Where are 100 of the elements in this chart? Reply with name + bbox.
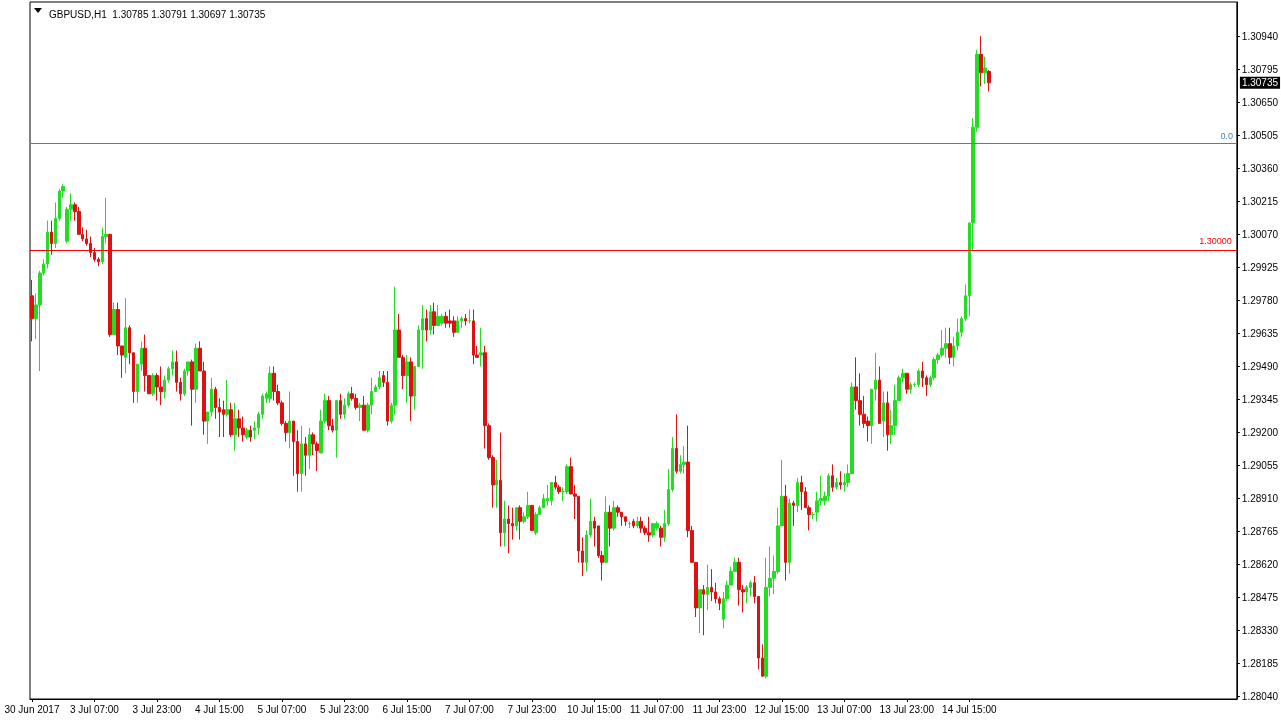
candlestick xyxy=(50,220,53,256)
candlestick xyxy=(456,315,459,333)
y-tick-label: 1.29345 xyxy=(1241,393,1279,405)
x-tick-label: 11 Jul 23:00 xyxy=(692,703,747,715)
candlestick xyxy=(472,309,475,365)
candlestick xyxy=(917,368,920,388)
y-tick-label: 1.30215 xyxy=(1241,195,1279,207)
candlestick xyxy=(151,372,155,397)
x-tick-label: 30 Jun 2017 xyxy=(4,703,60,715)
candlestick xyxy=(233,402,237,452)
candlestick xyxy=(624,516,627,527)
x-tick-label: 5 Jul 23:00 xyxy=(319,703,370,715)
x-tick-label: 7 Jul 07:00 xyxy=(444,703,495,715)
candlestick xyxy=(878,365,881,424)
x-tick-label: 14 Jul 15:00 xyxy=(942,703,997,715)
x-tick-label: 11 Jul 07:00 xyxy=(629,703,685,715)
candlestick xyxy=(698,589,702,634)
candlestick xyxy=(272,365,276,402)
candlestick xyxy=(503,500,506,547)
y-tick-label: 1.28185 xyxy=(1241,658,1279,670)
x-tick-label: 3 Jul 07:00 xyxy=(69,703,120,715)
candlestick xyxy=(839,470,842,490)
candlestick xyxy=(304,436,307,477)
candlestick xyxy=(675,413,678,474)
candlestick xyxy=(706,564,709,611)
candlestick xyxy=(651,523,655,538)
candlestick xyxy=(378,370,381,390)
candlestick xyxy=(784,484,787,582)
candlestick xyxy=(659,525,663,547)
x-tick-label: 13 Jul 23:00 xyxy=(879,703,935,715)
x-tick-label: 6 Jul 15:00 xyxy=(382,703,432,715)
candlestick xyxy=(886,391,889,452)
candlestick xyxy=(682,445,686,474)
candlestick xyxy=(421,304,424,370)
candlestick xyxy=(288,391,291,449)
y-tick-label: 1.28620 xyxy=(1241,559,1279,571)
y-tick-label: 1.29490 xyxy=(1241,360,1279,372)
candlestick xyxy=(194,343,198,404)
candlestick xyxy=(460,315,463,329)
y-tick-label: 1.29780 xyxy=(1241,294,1279,306)
candlestick xyxy=(495,459,498,509)
candlestick xyxy=(518,504,522,541)
candlestick xyxy=(444,311,448,329)
candlestick xyxy=(335,400,338,459)
candlestick xyxy=(245,427,249,440)
candlestick xyxy=(425,309,428,342)
candlestick xyxy=(905,372,909,395)
y-tick-label: 1.29635 xyxy=(1241,327,1279,339)
y-tick-label: 1.29200 xyxy=(1241,427,1279,438)
candlestick xyxy=(526,491,530,520)
candlestick xyxy=(405,354,409,404)
candlestick xyxy=(745,584,748,604)
candlestick xyxy=(436,304,440,326)
candlestick xyxy=(190,359,194,427)
y-tick-label: 1.28040 xyxy=(1241,691,1279,703)
candlestick xyxy=(222,400,225,438)
candlestick xyxy=(515,507,518,531)
candlestick xyxy=(362,395,366,431)
candlestick xyxy=(339,393,342,420)
candlestick xyxy=(108,233,112,338)
candlestick xyxy=(702,584,705,636)
x-tick-label: 7 Jul 23:00 xyxy=(507,703,557,715)
candlestick xyxy=(432,302,436,336)
candlestick xyxy=(308,427,311,470)
candlestick xyxy=(386,370,389,427)
candlestick xyxy=(300,425,303,493)
candlestick xyxy=(831,463,834,493)
candlestick xyxy=(249,425,252,443)
y-tick-label: 1.30360 xyxy=(1241,162,1279,174)
candlestick xyxy=(327,395,331,431)
candlestick xyxy=(237,409,241,438)
candlestick xyxy=(429,304,432,336)
candlestick xyxy=(647,516,651,543)
candlestick xyxy=(987,69,991,93)
y-tick-label: 1.29925 xyxy=(1241,261,1279,273)
candlestick xyxy=(530,504,534,531)
x-tick-label: 5 Jul 07:00 xyxy=(257,703,307,715)
y-tick-label: 1.29055 xyxy=(1241,460,1279,472)
candlestick xyxy=(608,504,612,547)
candlestick xyxy=(792,500,795,527)
candlestick xyxy=(358,402,362,422)
candlestick xyxy=(882,391,885,438)
annotation: 0.0 xyxy=(1220,131,1233,142)
candlestick xyxy=(124,297,127,374)
x-tick-label: 4 Jul 15:00 xyxy=(194,703,245,715)
candlestick xyxy=(268,365,272,404)
candlestick xyxy=(546,484,549,506)
candlestick xyxy=(550,482,553,506)
candlestick xyxy=(159,365,163,406)
y-tick-label: 1.30795 xyxy=(1241,63,1279,75)
x-tick-label: 13 Jul 07:00 xyxy=(817,703,873,715)
candlestick xyxy=(499,432,502,547)
candlestick xyxy=(827,473,830,502)
candlestick xyxy=(479,327,483,367)
candlestick xyxy=(979,35,983,87)
candlestick xyxy=(948,327,952,365)
x-tick-label: 10 Jul 15:00 xyxy=(567,703,623,715)
y-tick-label: 1.28910 xyxy=(1241,493,1279,505)
candlestick xyxy=(636,516,639,529)
x-tick-label: 3 Jul 23:00 xyxy=(132,703,182,715)
